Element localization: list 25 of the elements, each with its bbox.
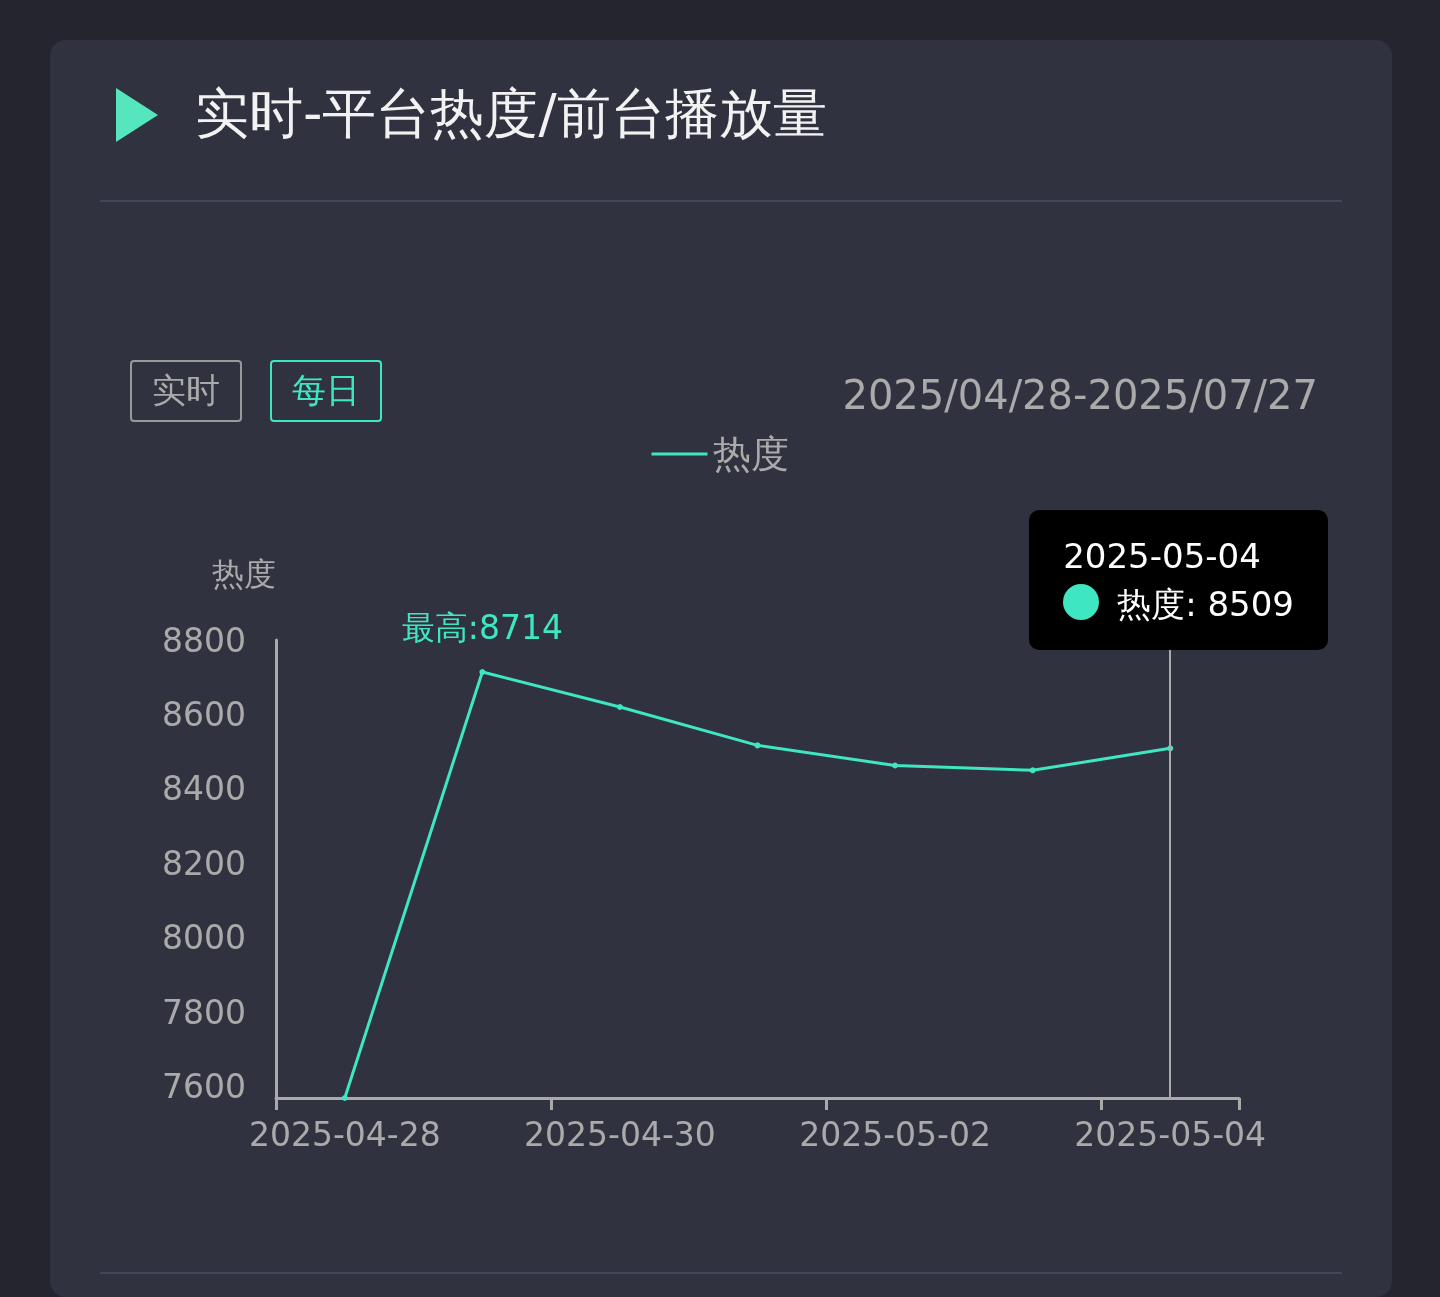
text: 2025-05-04 (1063, 535, 1262, 578)
y-tick-label: 7600 (162, 1067, 246, 1107)
y-tick-label: 8600 (162, 694, 246, 734)
y-tick-label: 8400 (162, 769, 246, 809)
legend-label: 热度 (712, 432, 789, 476)
y-axis-title: 热度 (212, 555, 276, 593)
chart-title: 实时-平台热度/前台播放量 (195, 81, 827, 147)
x-tick-label: 2025-05-02 (799, 1115, 991, 1154)
point (616, 704, 623, 711)
y-tick-label: 8200 (162, 843, 246, 883)
x-tick-label: 2025-05-04 (1074, 1115, 1267, 1154)
x-tick-label: 2025-04-28 (248, 1115, 441, 1154)
x-tick-label: 2025-04-30 (524, 1115, 716, 1154)
y-tick-label: 7800 (162, 992, 246, 1032)
text: 热度: 8509 (1116, 583, 1294, 626)
y-tick-label: 8800 (162, 620, 246, 660)
text: 每日 (270, 360, 382, 422)
annotation: 最高:8714 (401, 607, 563, 649)
point (341, 1095, 348, 1101)
point (892, 762, 899, 769)
point (479, 669, 486, 676)
text: 实时 (130, 360, 242, 422)
y-tick-label: 8000 (162, 918, 246, 958)
text: 2025/04/28-2025/07/27 (842, 372, 1318, 418)
point (1029, 767, 1036, 774)
